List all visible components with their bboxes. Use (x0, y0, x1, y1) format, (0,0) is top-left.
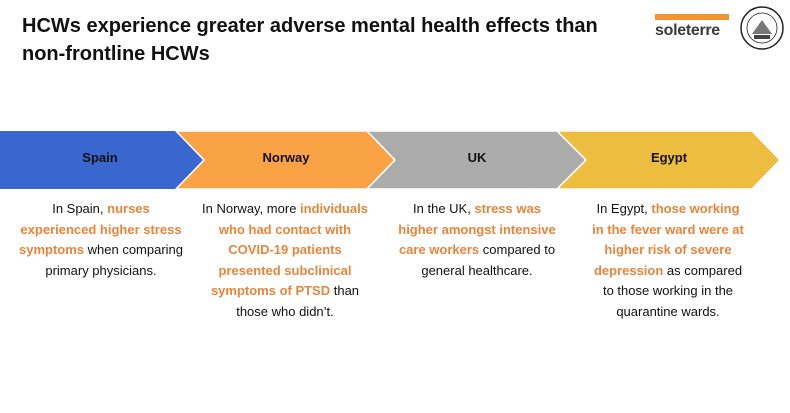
process-chevrons (0, 131, 782, 189)
step-desc-spain: In Spain, nurses experienced higher stre… (17, 199, 185, 281)
desc-text: as compared to those working in the quar… (602, 262, 743, 319)
desc-text: when comparing primary physicians. (45, 242, 184, 278)
desc-text: In Norway, more (202, 201, 301, 216)
step-label-egypt: Egypt (650, 150, 688, 165)
desc-text: In Spain, (52, 201, 108, 216)
slide-title: HCWs experience greater adverse mental h… (22, 15, 598, 65)
desc-highlight: individuals who had contact with COVID-1… (210, 201, 368, 298)
chevron-spain (0, 131, 204, 189)
desc-text: In Egypt, (596, 201, 652, 216)
chevron-egypt (555, 131, 782, 189)
desc-highlight: stress was higher amongst intensive care… (398, 201, 556, 257)
chevron-uk (365, 131, 588, 189)
desc-highlight: nurses experienced higher stress symptom… (18, 201, 182, 257)
step-desc-uk: In the UK, stress was higher amongst int… (392, 199, 562, 281)
step-desc-egypt: In Egypt, those working in the fever war… (590, 199, 746, 322)
desc-text: compared to general healthcare. (421, 242, 556, 278)
soleterre-logo-text: soleterre (655, 22, 720, 39)
step-label-norway: Norway (262, 150, 310, 165)
logo-bar (655, 14, 729, 20)
chevron-norway (174, 131, 397, 189)
desc-text: than those who didn’t. (236, 283, 360, 319)
step-label-spain: Spain (82, 150, 118, 165)
step-label-uk: UK (467, 150, 487, 165)
soleterre-logo: soleterre (655, 14, 729, 40)
desc-text: In the UK, (413, 201, 475, 216)
desc-highlight: those working in the fever ward were at … (592, 201, 744, 278)
step-desc-norway: In Norway, more individuals who had cont… (200, 199, 370, 322)
hospital-seal-logo (740, 6, 784, 50)
